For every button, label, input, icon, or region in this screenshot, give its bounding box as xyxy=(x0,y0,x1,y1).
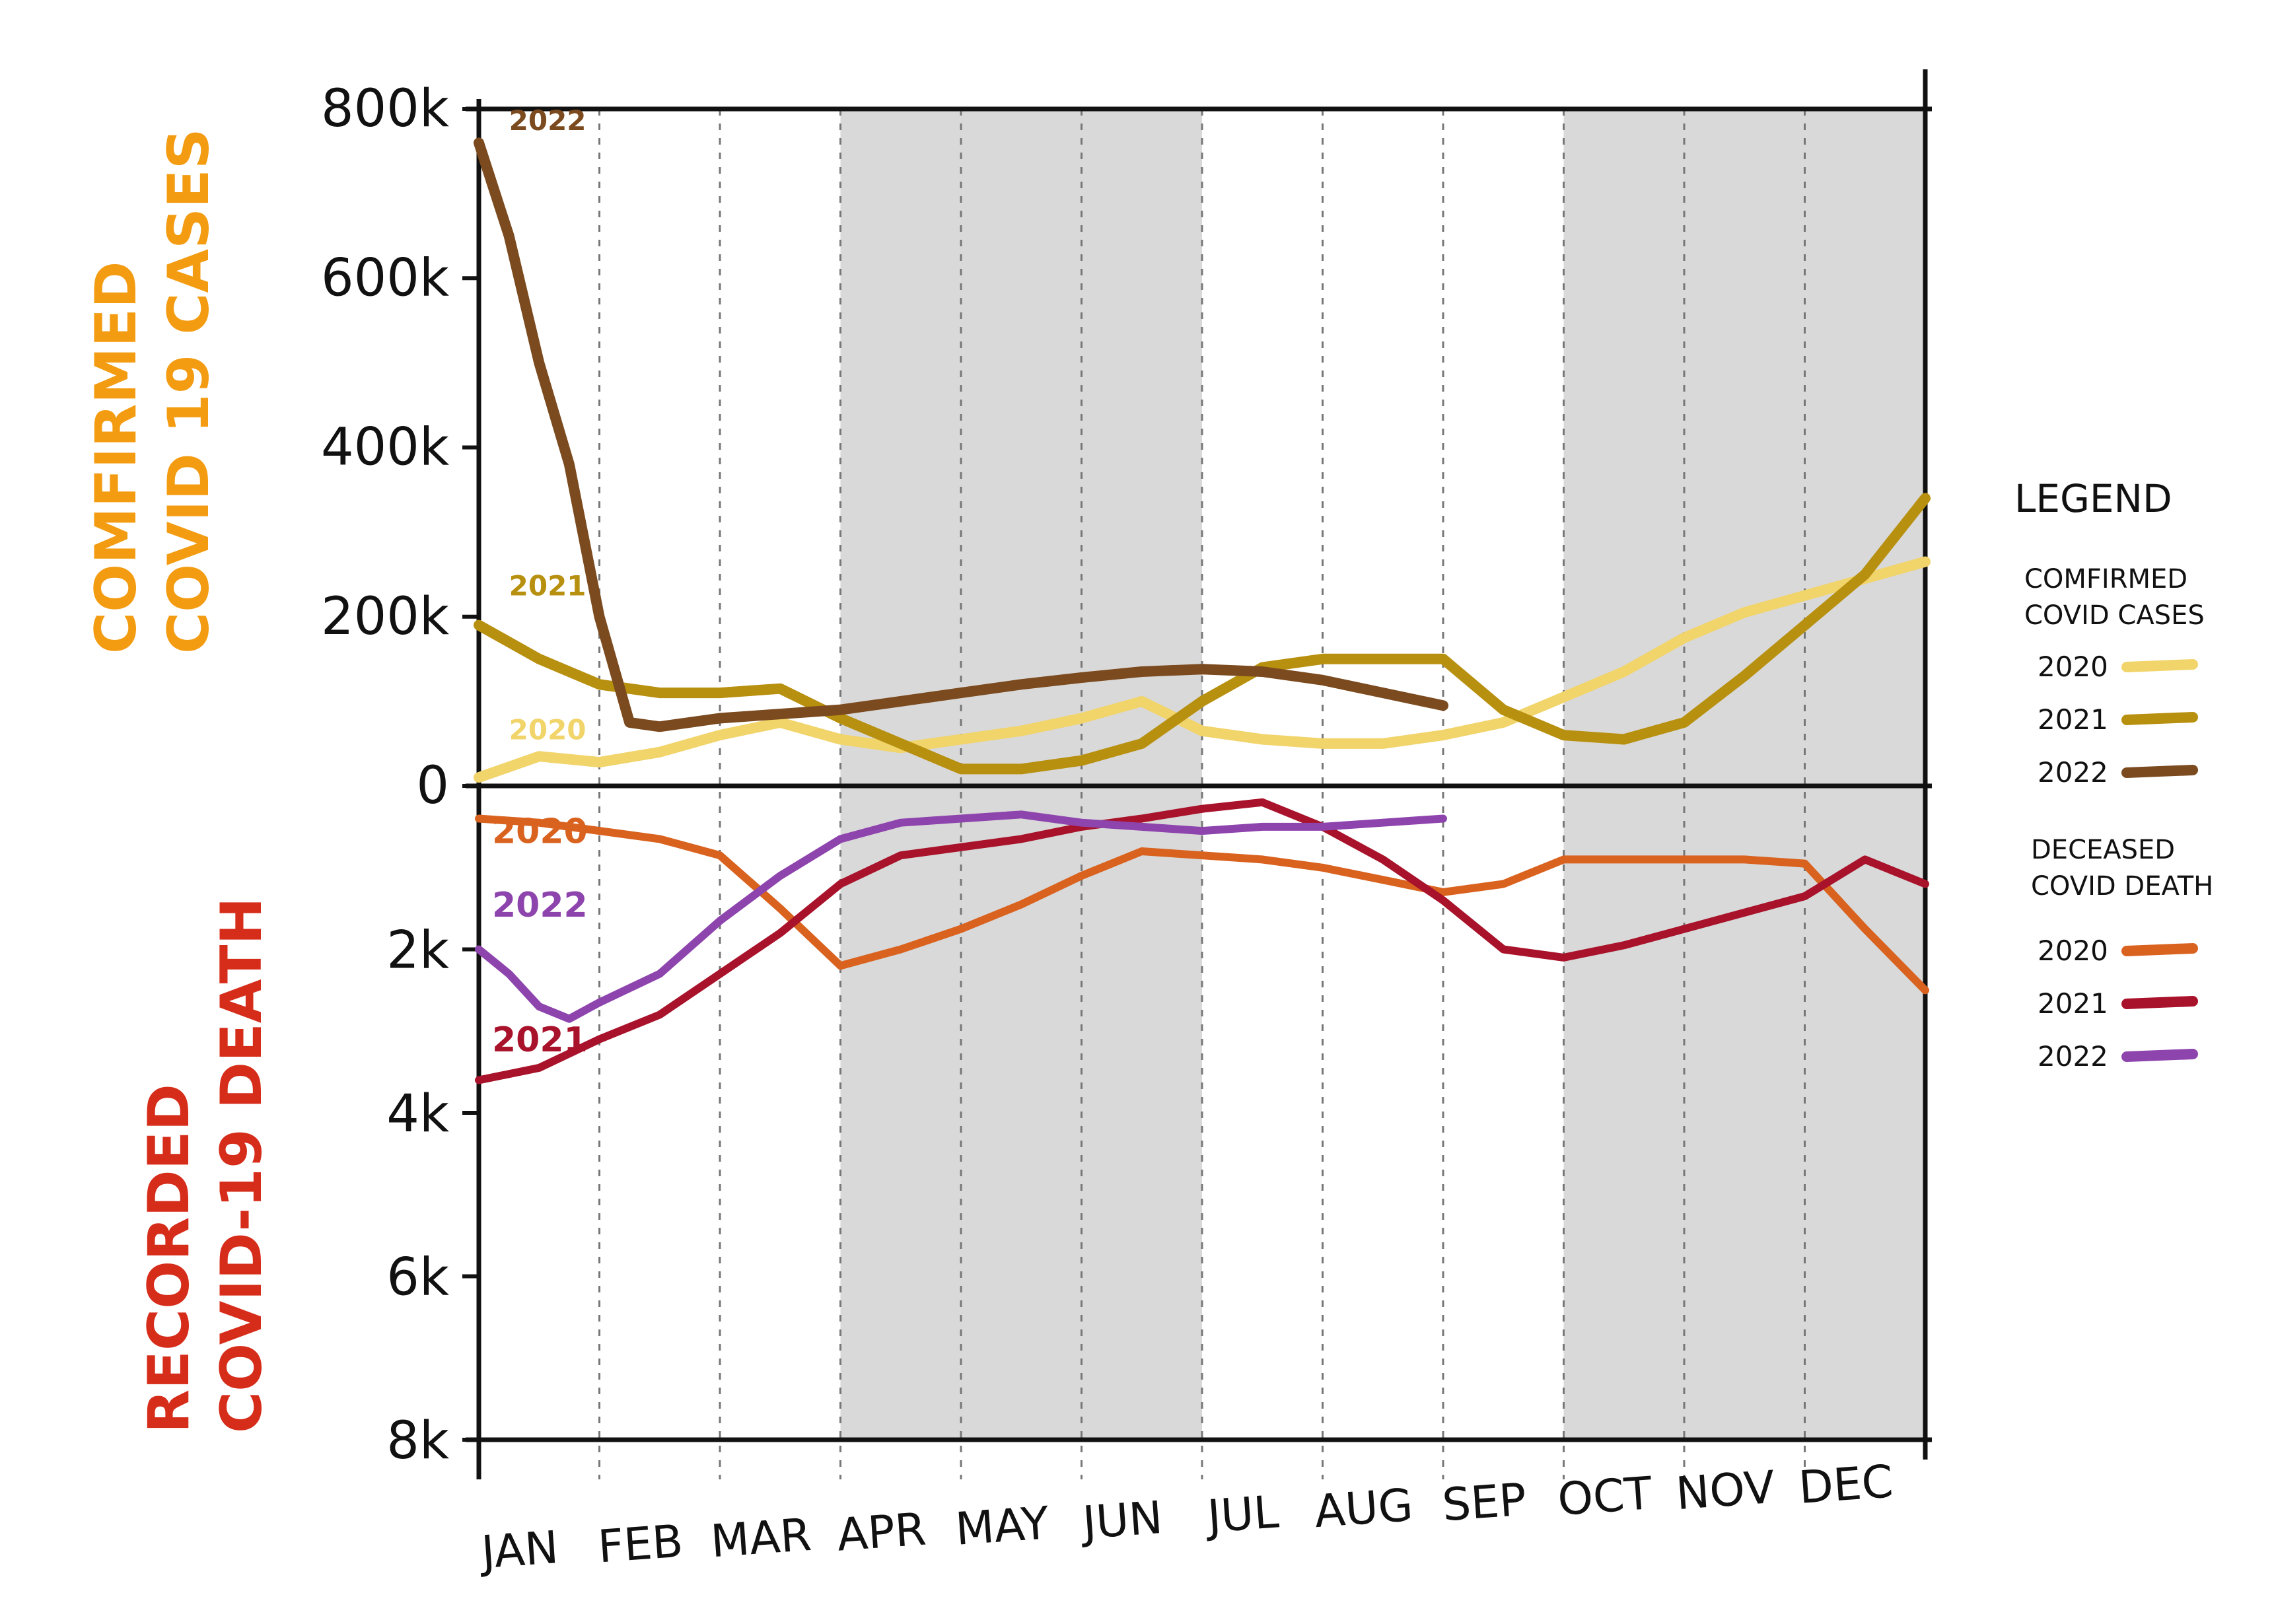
month-tick-labels: JAN FEB MAR APR MAY JUN JUL AUG SEP OCT NOV DEC xyxy=(478,1456,1895,1579)
deaths-series xyxy=(475,798,1929,1084)
legend-deaths-heading-line-1: DECEASED xyxy=(2031,835,2175,865)
legend-cases-swatch-2022 xyxy=(2121,765,2198,778)
legend-cases-item-2022: 2022 xyxy=(2038,756,2108,789)
shaded-periods xyxy=(840,109,1925,1440)
deaths-axis-label-line-2: COVID-19 DEATH xyxy=(209,898,275,1433)
cases-series-2022-line xyxy=(474,137,1448,732)
legend: LEGEND COMFIRMED COVID CASES DECEASED CO… xyxy=(2014,476,2213,1073)
legend-title: LEGEND xyxy=(2014,476,2172,521)
deaths-annotation-2021: 2021 xyxy=(492,1020,588,1060)
deaths-tick-label-0: 2k xyxy=(386,921,449,981)
legend-cases-swatch-2020 xyxy=(2121,659,2198,672)
month-gridlines xyxy=(598,109,1806,1479)
month-label-MAR: MAR xyxy=(709,1509,814,1568)
month-label-JUL: JUL xyxy=(1203,1486,1281,1543)
cases-y-ticks: 800k 600k 400k 200k 0 xyxy=(321,79,479,816)
cases-series-2020-line xyxy=(474,556,1931,783)
cases-annotation-2022: 2022 xyxy=(509,104,586,137)
cases-axis-label-line-2: COVID 19 CASES xyxy=(156,128,222,654)
legend-deaths-item-2021: 2021 xyxy=(2038,987,2108,1020)
legend-cases-item-2020: 2020 xyxy=(2038,651,2108,683)
legend-deaths-swatch-2021 xyxy=(2121,996,2198,1009)
shaded-period-1 xyxy=(840,109,1202,1440)
legend-cases-heading-line-2: COVID CASES xyxy=(2024,600,2205,631)
shaded-period-2 xyxy=(1563,109,1925,1440)
cases-tick-label-4: 0 xyxy=(416,756,449,816)
deaths-series-2020-line xyxy=(475,814,1929,995)
cases-tick-label-1: 600k xyxy=(321,248,449,308)
cases-series-2021-line xyxy=(474,493,1931,775)
cases-annotation-2021: 2021 xyxy=(509,570,586,602)
deaths-tick-label-2: 6k xyxy=(386,1248,449,1308)
month-label-NOV: NOV xyxy=(1674,1462,1777,1520)
deaths-annotation-2022: 2022 xyxy=(492,886,588,925)
month-label-MAY: MAY xyxy=(954,1497,1051,1556)
legend-cases-swatch-2021 xyxy=(2121,712,2198,725)
month-label-SEP: SEP xyxy=(1440,1474,1528,1532)
month-label-JAN: JAN xyxy=(478,1522,560,1579)
legend-deaths-item-2020: 2020 xyxy=(2038,935,2108,967)
deaths-series-2021-line xyxy=(475,798,1929,1084)
series-annotations: 2022 2021 2020 2020 2022 2021 xyxy=(492,104,588,1060)
cases-annotation-2020: 2020 xyxy=(509,714,586,746)
month-label-APR: APR xyxy=(835,1503,928,1561)
axes xyxy=(466,69,1932,1479)
month-label-OCT: OCT xyxy=(1556,1467,1654,1526)
deaths-tick-label-3: 8k xyxy=(386,1411,449,1471)
legend-deaths-item-2022: 2022 xyxy=(2038,1040,2108,1073)
month-label-DEC: DEC xyxy=(1797,1456,1895,1514)
legend-deaths-swatch-2020 xyxy=(2121,943,2198,956)
month-label-AUG: AUG xyxy=(1313,1479,1415,1538)
legend-cases-heading-line-1: COMFIRMED xyxy=(2024,564,2187,594)
cases-tick-label-0: 800k xyxy=(321,79,449,139)
cases-tick-label-2: 400k xyxy=(321,418,449,477)
cases-tick-label-3: 200k xyxy=(321,587,449,647)
deaths-axis-label-line-1: RECORDED xyxy=(136,1084,202,1433)
deaths-tick-label-1: 4k xyxy=(386,1084,449,1144)
legend-deaths-heading-line-2: COVID DEATH xyxy=(2031,871,2213,901)
deaths-annotation-2020: 2020 xyxy=(492,812,588,852)
legend-deaths-swatch-2022 xyxy=(2121,1049,2198,1062)
month-label-FEB: FEB xyxy=(596,1516,685,1574)
cases-series xyxy=(474,137,1931,783)
month-label-JUN: JUN xyxy=(1079,1492,1164,1550)
legend-cases-item-2021: 2021 xyxy=(2038,703,2108,736)
cases-axis-label-line-1: COMFIRMED xyxy=(83,262,149,654)
deaths-series-2022-line xyxy=(475,810,1447,1023)
deaths-y-ticks: 2k 4k 6k 8k xyxy=(386,921,479,1471)
